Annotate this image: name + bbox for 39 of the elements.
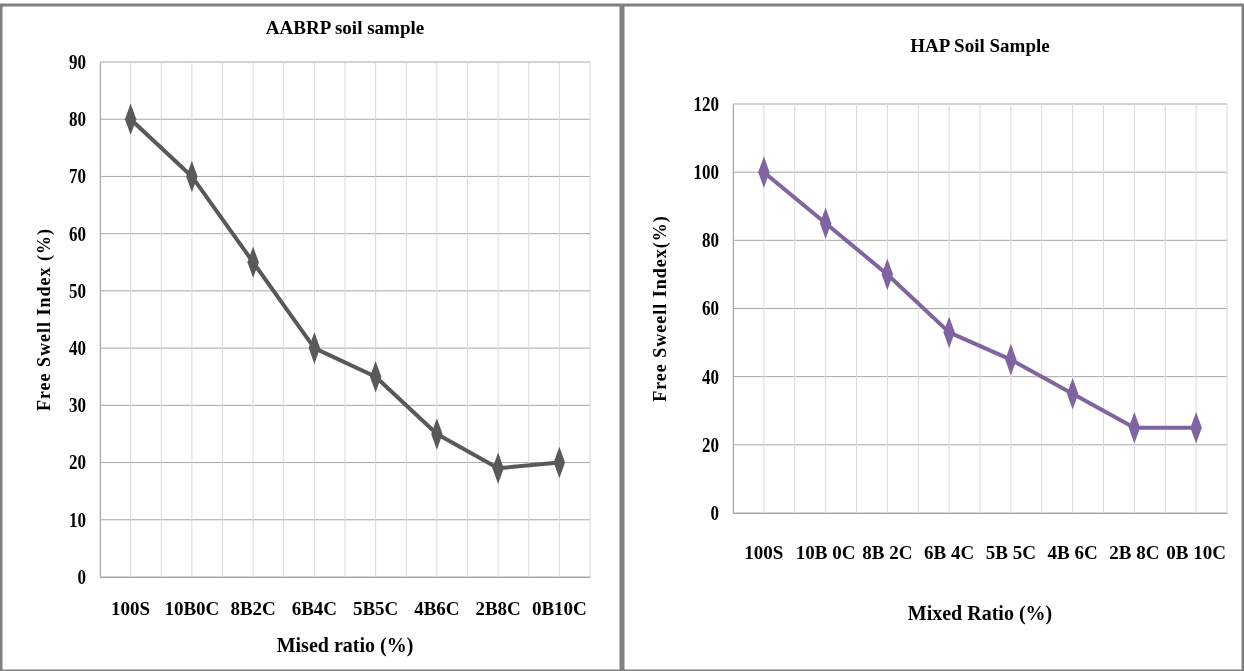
- y-tick-label: 100: [693, 160, 719, 184]
- x-tick-label: 4B6C: [414, 598, 460, 620]
- chart-title: AABRP soil sample: [265, 17, 425, 38]
- y-tick-label: 10: [69, 508, 86, 531]
- x-tick-label: 8B 2C: [862, 542, 913, 564]
- y-axis-title: Free Sweell Index(%): [650, 215, 671, 402]
- y-tick-label: 60: [69, 222, 86, 245]
- x-tick-label: 0B10C: [531, 598, 587, 620]
- y-tick-label: 20: [69, 451, 86, 474]
- y-tick-label: 50: [69, 279, 86, 303]
- x-tick-label: 2B 8C: [1109, 542, 1160, 564]
- y-tick-label: 80: [702, 228, 719, 252]
- x-tick-label: 0B 10C: [1166, 542, 1226, 564]
- x-tick-label: 5B 5C: [985, 542, 1036, 564]
- x-tick-label: 10B 0C: [795, 542, 856, 564]
- x-tick-label: 6B4C: [291, 598, 338, 620]
- y-tick-label: 0: [77, 565, 86, 589]
- x-tick-label: 100S: [744, 542, 784, 564]
- x-tick-label: 2B8C: [475, 598, 521, 620]
- x-tick-label: 10B0C: [164, 598, 220, 620]
- x-tick-label: 100S: [111, 598, 151, 620]
- y-tick-label: 80: [69, 107, 86, 131]
- x-axis-title: Mised ratio (%): [276, 634, 414, 657]
- y-tick-label: 0: [710, 501, 719, 525]
- x-tick-label: 5B5C: [352, 598, 399, 620]
- x-tick-label: 4B 6C: [1047, 542, 1098, 564]
- y-tick-label: 60: [702, 297, 719, 320]
- y-tick-label: 120: [693, 92, 719, 116]
- x-axis-title: Mixed Ratio (%): [907, 602, 1053, 625]
- x-tick-label: 8B2C: [230, 598, 276, 620]
- chart-title: HAP Soil Sample: [910, 35, 1050, 56]
- y-axis-title: Free Swell Index (%): [34, 227, 55, 412]
- y-tick-label: 40: [702, 365, 719, 388]
- y-tick-label: 90: [69, 50, 86, 74]
- x-tick-label: 6B 4C: [924, 542, 975, 564]
- y-tick-label: 40: [69, 336, 86, 360]
- y-tick-label: 30: [69, 393, 86, 417]
- y-tick-label: 70: [69, 165, 86, 188]
- y-tick-label: 20: [702, 433, 719, 457]
